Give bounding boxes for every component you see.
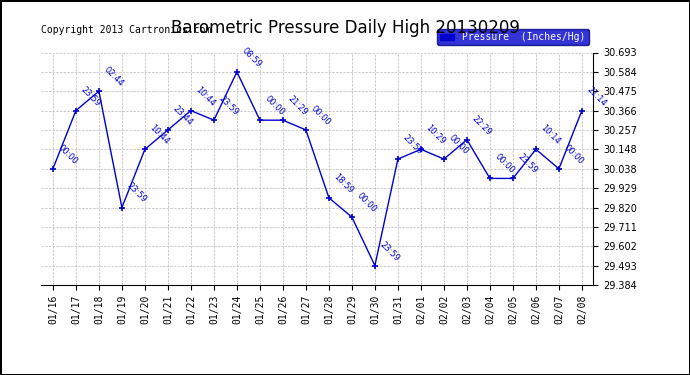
- Legend: Pressure  (Inches/Hg): Pressure (Inches/Hg): [437, 30, 589, 45]
- Text: 23:59: 23:59: [79, 84, 102, 108]
- Text: 21:14: 21:14: [584, 85, 608, 108]
- Text: 00:00: 00:00: [562, 143, 585, 166]
- Text: 21:29: 21:29: [286, 94, 309, 117]
- Text: 00:00: 00:00: [493, 153, 516, 176]
- Text: 23:59: 23:59: [377, 240, 401, 263]
- Text: 00:00: 00:00: [263, 94, 286, 117]
- Text: 10:14: 10:14: [539, 123, 562, 147]
- Text: 00:00: 00:00: [355, 191, 378, 214]
- Text: 23:59: 23:59: [401, 133, 424, 156]
- Text: 10:29: 10:29: [424, 123, 447, 147]
- Text: Copyright 2013 Cartronics.com: Copyright 2013 Cartronics.com: [41, 25, 212, 34]
- Text: 00:00: 00:00: [446, 133, 470, 156]
- Text: 00:00: 00:00: [308, 104, 332, 127]
- Text: 02:44: 02:44: [101, 65, 125, 88]
- Text: 10:44: 10:44: [148, 123, 171, 147]
- Text: 10:44: 10:44: [194, 85, 217, 108]
- Text: 00:00: 00:00: [56, 143, 79, 166]
- Text: 23:59: 23:59: [125, 182, 148, 205]
- Text: 08:59: 08:59: [239, 46, 263, 69]
- Text: 22:29: 22:29: [470, 114, 493, 137]
- Text: 23:59: 23:59: [515, 152, 539, 176]
- Text: 18:59: 18:59: [332, 172, 355, 195]
- Text: 23:59: 23:59: [217, 94, 240, 117]
- Text: 23:44: 23:44: [170, 104, 194, 127]
- Text: Barometric Pressure Daily High 20130209: Barometric Pressure Daily High 20130209: [170, 19, 520, 37]
